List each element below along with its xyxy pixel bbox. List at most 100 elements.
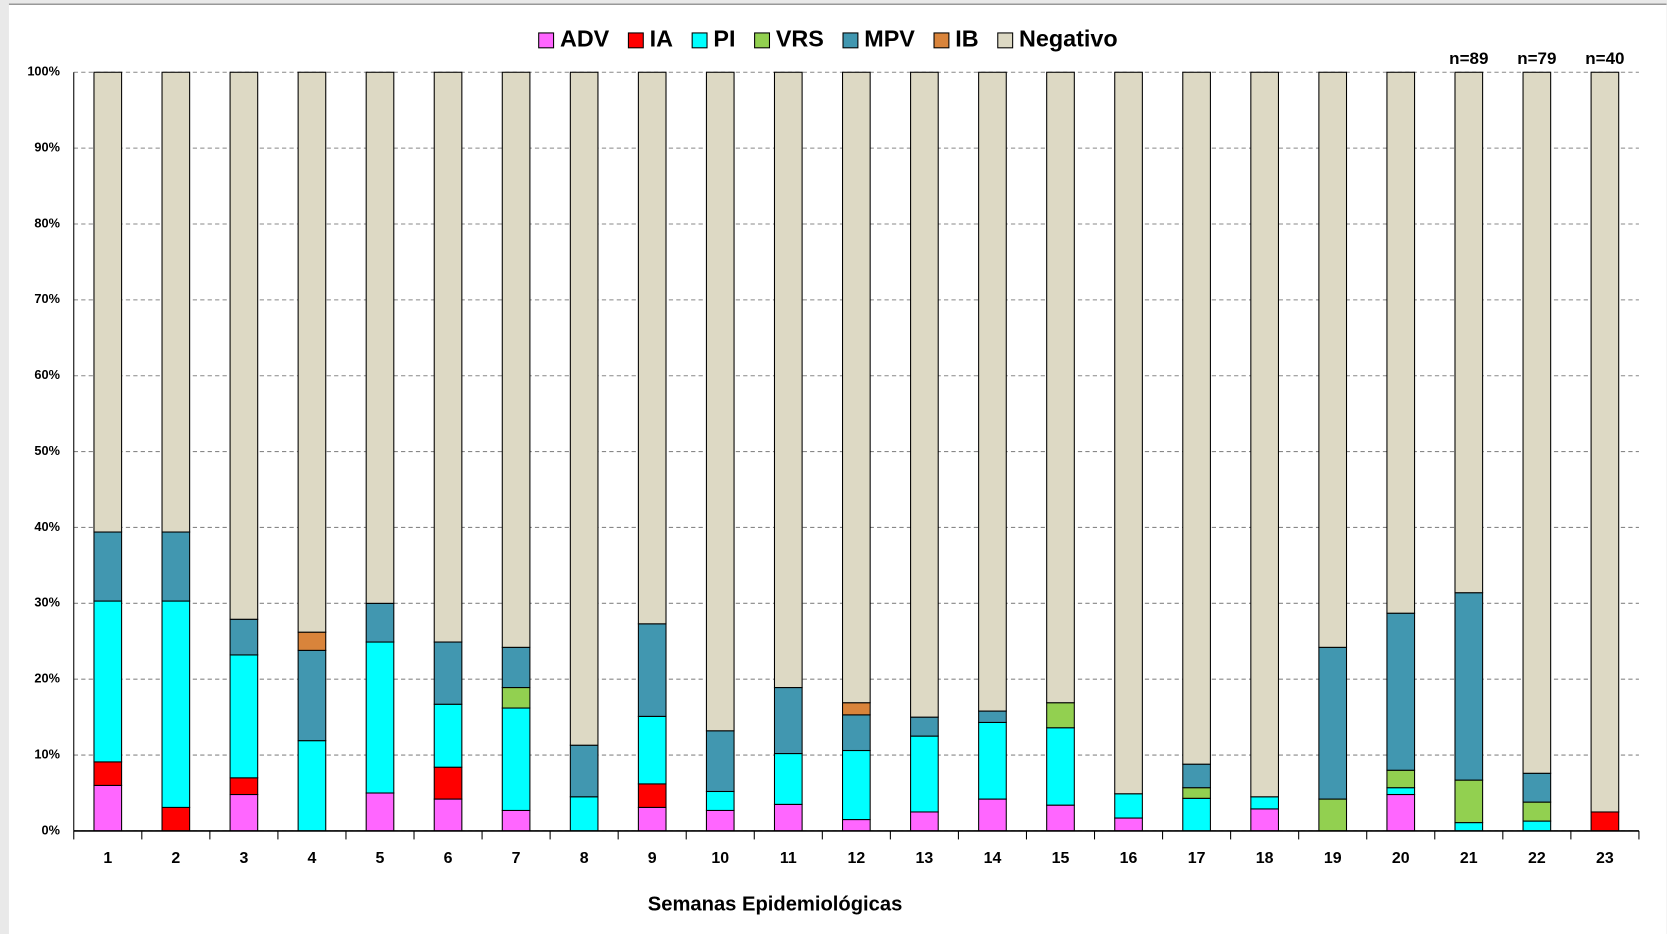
- bar-segment: [1250, 808, 1279, 832]
- bar-segment: [93, 71, 123, 533]
- bar-segment: [1318, 71, 1348, 648]
- bar-segment: [93, 784, 123, 832]
- bar-segment: [910, 71, 939, 718]
- bar-segment: [1046, 71, 1075, 704]
- bar-segment: [1522, 71, 1552, 774]
- x-tick-label: 10: [711, 850, 729, 867]
- bar-segment: [365, 641, 395, 794]
- bar-segment: [978, 721, 1007, 800]
- bar-segment: [842, 749, 871, 821]
- legend-label: IB: [955, 26, 978, 52]
- x-tick-label: 19: [1324, 850, 1342, 867]
- y-tick-label: 50%: [34, 443, 60, 458]
- bar-segment: [1182, 763, 1211, 789]
- bar-segment: [433, 798, 463, 832]
- y-tick-label: 70%: [34, 291, 60, 306]
- bar-segment: [297, 740, 327, 832]
- bar-segment: [501, 809, 531, 832]
- legend-label: PI: [713, 26, 735, 52]
- x-tick-label: 21: [1460, 850, 1478, 867]
- bar-segment: [1318, 798, 1348, 832]
- y-tick-label: 40%: [34, 519, 60, 534]
- bar-segment: [1522, 820, 1552, 832]
- bar-segment: [229, 793, 259, 832]
- bar-segment: [365, 71, 395, 604]
- bar-segment: [1386, 769, 1416, 789]
- bar-segment: [1522, 801, 1552, 822]
- bar-segment: [1046, 727, 1075, 806]
- legend-swatch: [842, 32, 859, 49]
- y-tick-label: 60%: [34, 367, 60, 382]
- bar-segment: [842, 819, 871, 832]
- bar-segment: [773, 753, 803, 805]
- x-tick-label: 8: [580, 850, 589, 867]
- y-tick-label: 0%: [42, 822, 60, 837]
- bar-segment: [365, 602, 395, 643]
- x-tick-label: 6: [444, 850, 453, 867]
- bar-segment: [365, 792, 395, 832]
- bar-segment: [842, 714, 871, 752]
- x-tick-label: 16: [1120, 850, 1138, 867]
- y-tick-label: 10%: [34, 746, 60, 761]
- x-tick-label: 22: [1528, 850, 1546, 867]
- x-tick-label: 7: [512, 850, 521, 867]
- bar-segment: [705, 809, 735, 832]
- bar-segment: [1386, 71, 1416, 614]
- x-tick-label: 17: [1188, 850, 1206, 867]
- bar-segment: [1454, 822, 1484, 832]
- bar-segment: [1454, 779, 1484, 824]
- y-tick-label: 20%: [34, 671, 60, 686]
- bar-segment: [1114, 71, 1143, 795]
- bar-segment: [773, 803, 803, 832]
- bar-segment: [1386, 793, 1416, 832]
- legend-swatch: [538, 32, 555, 49]
- bar-segment: [433, 703, 463, 768]
- legend-swatch: [691, 32, 708, 49]
- bar-segment: [1522, 772, 1552, 803]
- bar-segment: [433, 641, 463, 705]
- bar-segment: [161, 531, 191, 602]
- legend-label: IA: [650, 26, 673, 52]
- bar-segment: [229, 618, 259, 656]
- bar-segment: [297, 71, 327, 633]
- bar-segment: [637, 715, 667, 785]
- legend-label: MPV: [864, 26, 915, 52]
- legend-label: ADV: [560, 26, 610, 52]
- bar-segment: [433, 71, 463, 643]
- bar-segment: [501, 687, 531, 709]
- legend-label: Negativo: [1019, 26, 1118, 52]
- bar-segment: [569, 71, 599, 746]
- bar-segment: [910, 811, 939, 832]
- bar-segment: [501, 707, 531, 811]
- bar-segment: [161, 71, 191, 533]
- bar-segment: [93, 761, 123, 786]
- bar-segment: [1182, 797, 1211, 832]
- bar-segment: [229, 71, 259, 620]
- bar-segment: [501, 646, 531, 689]
- y-tick-label: 30%: [34, 595, 60, 610]
- bar-segment: [501, 71, 531, 648]
- bar-segment: [93, 600, 123, 763]
- bar-segment: [842, 71, 871, 704]
- bar-segment: [978, 710, 1007, 723]
- x-tick-label: 5: [376, 850, 385, 867]
- bar-segment: [1250, 796, 1279, 810]
- x-tick-label: 4: [308, 850, 317, 867]
- bar-segment: [637, 806, 667, 832]
- bar-segment: [569, 744, 599, 798]
- bar-segment: [910, 735, 939, 813]
- legend-swatch: [997, 32, 1014, 49]
- bar-segment: [773, 687, 803, 755]
- bar-segment: [1114, 817, 1143, 832]
- bar-annotation: n=40: [1585, 49, 1624, 68]
- bar-segment: [637, 623, 667, 717]
- x-tick-label: 15: [1052, 850, 1070, 867]
- legend-label: VRS: [776, 26, 824, 52]
- bar-segment: [93, 531, 123, 602]
- x-tick-label: 23: [1596, 850, 1614, 867]
- bar-segment: [637, 783, 667, 808]
- y-tick-label: 100%: [27, 64, 60, 79]
- bar-annotation: n=79: [1517, 49, 1556, 68]
- bar-segment: [978, 71, 1007, 712]
